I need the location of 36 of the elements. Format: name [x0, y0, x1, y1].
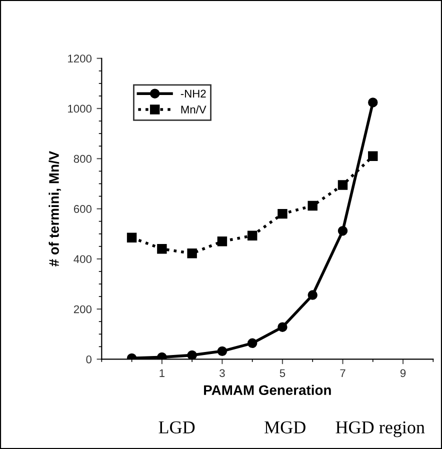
- y-axis-title: # of termini, Mn/V: [48, 151, 61, 266]
- point: [308, 200, 318, 211]
- y-tick-label: 1200: [68, 54, 92, 63]
- point: [338, 180, 348, 190]
- point: [338, 226, 348, 236]
- point: [157, 352, 167, 360]
- point: [187, 350, 197, 360]
- legend-label: -NH2: [180, 90, 206, 98]
- point: [157, 244, 167, 254]
- y-tick-label: 0: [86, 355, 92, 364]
- y-tick-label: 600: [74, 205, 92, 213]
- point: [187, 248, 197, 258]
- x-tick-label: 9: [400, 369, 406, 378]
- text: HGD region: [336, 421, 425, 438]
- point: [217, 346, 228, 356]
- legend-label: Mn/V: [181, 105, 206, 114]
- y-tick-label: 1000: [68, 104, 92, 113]
- text: LGD: [158, 421, 195, 434]
- point: [308, 290, 318, 300]
- point: [247, 230, 258, 240]
- x-tick-label: 3: [220, 369, 225, 378]
- point: [126, 232, 137, 242]
- point: [278, 322, 288, 332]
- x-tick-label: 1: [160, 369, 164, 377]
- text: MGD: [264, 421, 306, 434]
- point: [368, 98, 378, 108]
- x-tick-label: 5: [280, 369, 286, 378]
- point: [217, 236, 228, 246]
- x-tick-label: 7: [340, 369, 346, 377]
- point: [368, 151, 378, 161]
- x-axis-title: PAMAM Generation: [204, 384, 331, 396]
- y-tick-label: 400: [74, 255, 92, 264]
- y-tick-label: 200: [74, 305, 92, 314]
- point: [278, 208, 288, 219]
- y-tick-label: 800: [74, 154, 92, 163]
- point: [247, 338, 258, 348]
